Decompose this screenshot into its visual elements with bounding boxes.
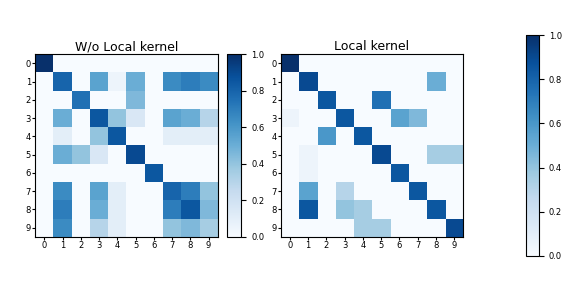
Title: Local kernel: Local kernel xyxy=(335,40,410,53)
Title: W/o Local kernel: W/o Local kernel xyxy=(75,40,178,53)
